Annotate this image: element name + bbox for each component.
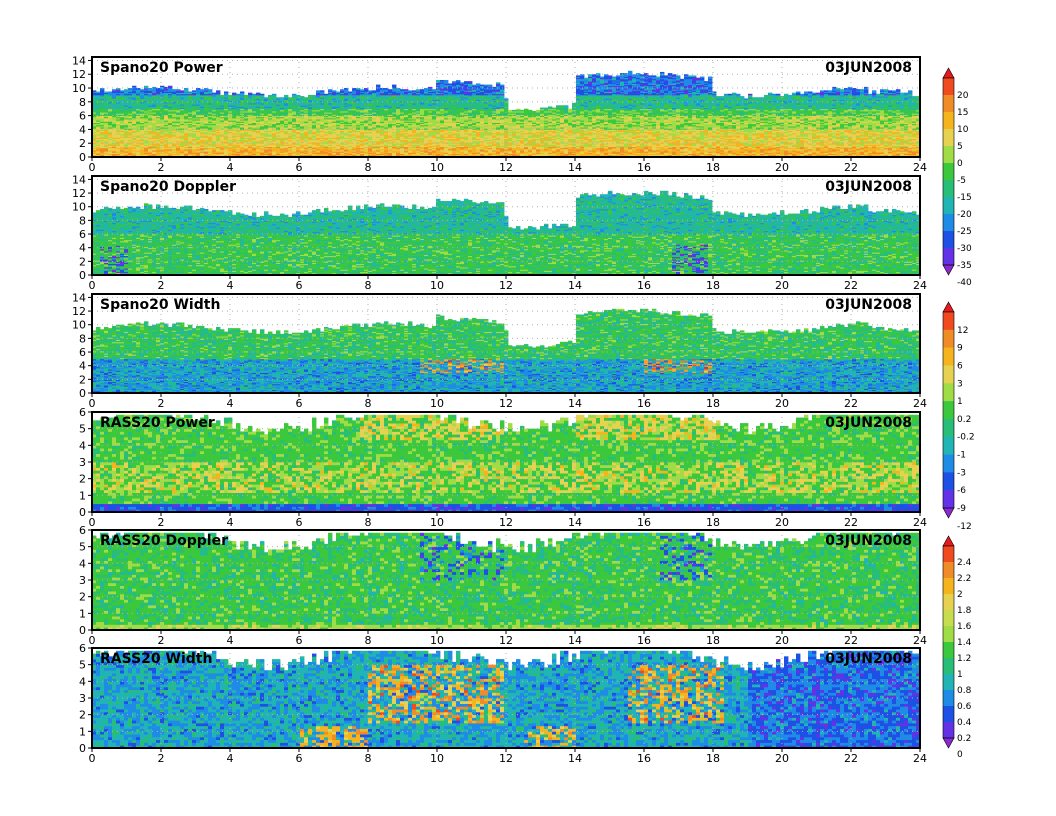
heatmap-cell [316,90,320,92]
heatmap-cell [324,94,328,96]
heatmap-cell [180,90,184,92]
heatmap-cell [288,97,292,99]
heatmap-cell [408,90,412,92]
heatmap-cell [388,89,392,91]
heatmap-cell [136,88,140,90]
heatmap-cell [188,91,192,93]
heatmap-cell [172,89,176,91]
heatmap-cell [176,89,180,91]
radar-figure: 024681012140 2 4 6 8 10 12 14 16 18 20 22 24Spano20 … [0,0,1056,816]
heatmap-cell [376,85,380,87]
heatmap-cell [308,95,312,97]
heatmap-cell [300,96,304,98]
heatmap-cell [140,89,144,91]
heatmap-cell [232,93,236,95]
heatmap-cell [368,90,372,92]
heatmap-cell [412,90,416,92]
heatmap-cell [192,90,196,92]
heatmap-cell [260,94,264,96]
heatmap-cell [392,85,396,87]
heatmap-cell [148,88,152,90]
heatmap-cell [96,91,100,93]
heatmap-cell [108,91,112,93]
heatmap-cell [264,97,268,99]
heatmap-cell [128,88,132,90]
heatmap-cell [292,94,296,96]
heatmap-cell [156,88,160,90]
heatmap-cell [272,94,276,96]
heatmap-cell [104,91,108,93]
heatmap-cell [208,89,212,91]
heatmap-cell [220,95,224,97]
heatmap-cell [420,89,424,91]
heatmap-cell [224,91,228,93]
heatmap-cell [428,87,432,89]
heatmap-cell [132,86,136,88]
heatmap-cell [124,89,128,91]
heatmap-cell [228,95,232,97]
heatmap-cell [360,89,364,91]
heatmap-cell [196,88,200,90]
heatmap-cell [348,91,352,93]
heatmap-cell [328,89,332,91]
heatmap-cell [340,89,344,91]
heatmap-cell [356,88,360,90]
heatmap-cell [276,97,280,99]
heatmap-cell [144,86,148,88]
heatmap-cell [216,90,220,92]
heatmap-cell [252,94,256,96]
heatmap-cell [212,93,216,95]
heatmap-cell [304,97,308,99]
heatmap-cell [120,90,124,92]
heatmap-cell [280,97,284,99]
heatmap-cell [256,93,260,95]
heatmap-cell [240,91,244,93]
heatmap-cell [200,89,204,91]
heatmap-cell [284,95,288,97]
heatmap-cell [332,90,336,92]
heatmap-cell [112,89,116,91]
heatmap-cell [248,93,252,95]
heatmap-cell [432,89,436,91]
heatmap-cell [296,95,300,97]
heatmap-cell [236,94,240,96]
heatmap-cell [372,90,376,92]
heatmap-cell [416,89,420,91]
heatmap-cell [336,91,340,93]
heatmap-cell [320,90,324,92]
heatmap-cell [404,89,408,91]
heatmap-cell [244,95,248,97]
heatmap-cell [268,95,272,97]
heatmap-cell [396,88,400,90]
heatmap-cell [116,88,120,90]
heatmap-cell [168,86,172,88]
heatmap-cell [312,95,316,97]
heatmap-cell [400,89,404,91]
